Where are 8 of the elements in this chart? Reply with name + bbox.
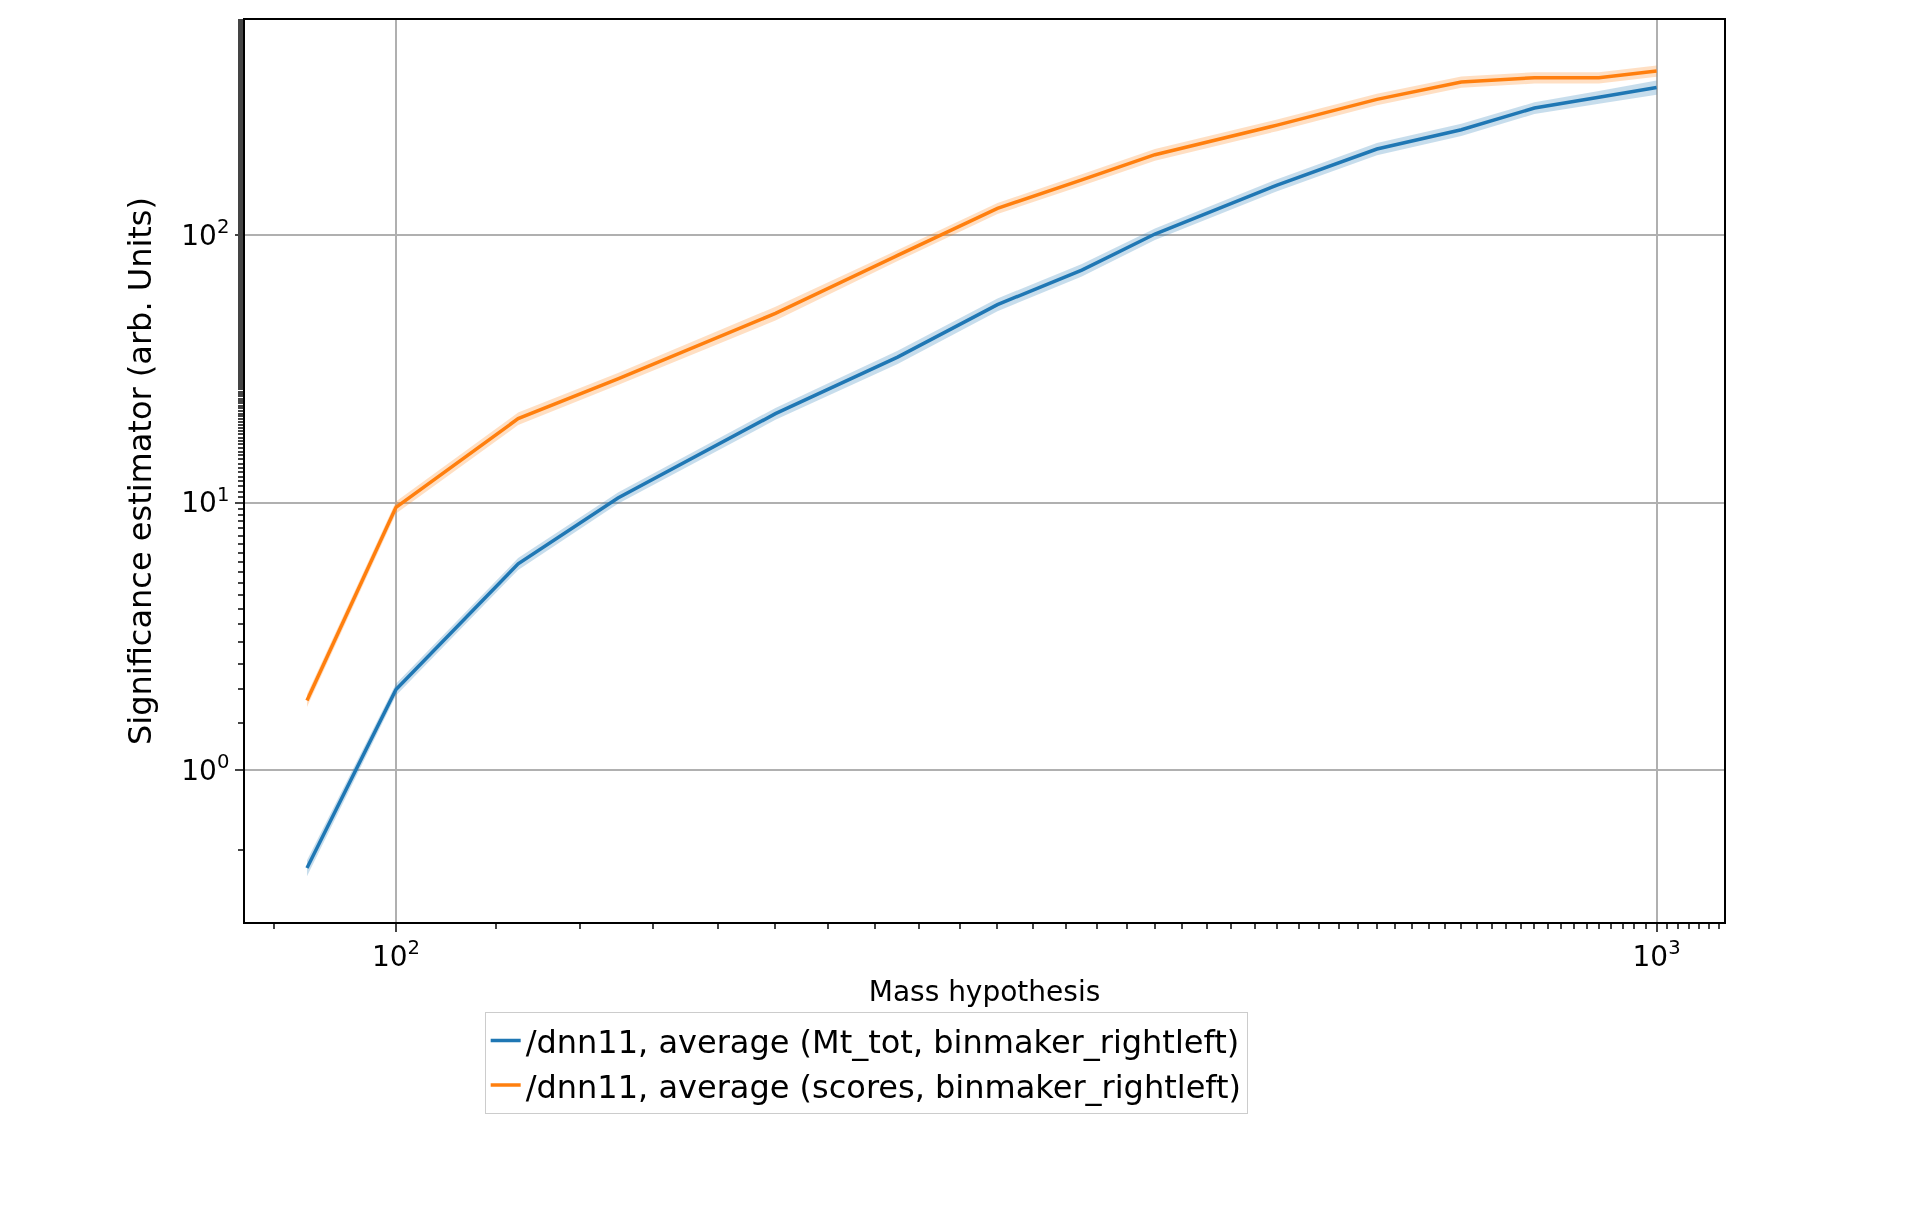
x-tick-label: 10$^{3}$ (1632, 935, 1681, 973)
legend-label: /dnn11, average (Mt_tot, binmaker_rightleft) (525, 1022, 1240, 1061)
y-axis-title: Significance estimator (arb. Units) (121, 196, 160, 746)
legend-label: /dnn11, average (scores, binmaker_rightleft) (525, 1067, 1242, 1106)
x-axis-title: Mass hypothesis (868, 975, 1101, 1009)
y-tick-label: 10$^{1}$ (181, 482, 230, 520)
y-tick-label: 10$^{0}$ (181, 750, 230, 787)
y-tick-label: 10$^{2}$ (181, 215, 230, 252)
